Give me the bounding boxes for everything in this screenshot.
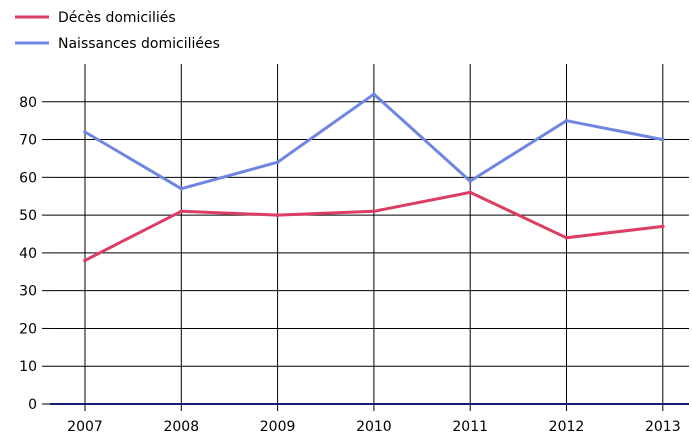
x-tick-label: 2013 xyxy=(645,419,681,435)
y-tick-label: 70 xyxy=(19,133,37,149)
x-tick-label: 2010 xyxy=(356,419,392,435)
legend-label-naissances: Naissances domiciliées xyxy=(58,36,220,52)
grid xyxy=(50,64,689,411)
data-point xyxy=(83,130,87,134)
data-point xyxy=(564,118,569,123)
data-point xyxy=(468,179,473,183)
x-tick-label: 2007 xyxy=(67,419,103,435)
data-point xyxy=(179,186,184,191)
legend: Décès domiciliés Naissances domiciliées xyxy=(15,10,220,52)
data-point xyxy=(372,209,376,214)
data-point xyxy=(661,224,665,229)
data-point xyxy=(275,160,280,165)
y-tick-label: 30 xyxy=(19,284,37,300)
x-tick-label: 2012 xyxy=(549,419,585,435)
x-tick-label: 2008 xyxy=(163,419,199,435)
y-axis: 0 10 20 30 40 50 60 70 80 xyxy=(19,95,50,413)
legend-label-deces: Décès domiciliés xyxy=(58,10,176,26)
data-point xyxy=(468,190,473,195)
y-tick-label: 20 xyxy=(19,321,37,337)
data-point xyxy=(275,213,280,217)
x-axis: 2007 2008 2009 2010 2011 2012 2013 xyxy=(50,403,689,435)
data-point xyxy=(564,235,569,240)
data-point xyxy=(179,209,184,214)
y-tick-label: 60 xyxy=(19,170,37,186)
y-tick-label: 0 xyxy=(28,397,37,413)
data-point xyxy=(661,137,665,142)
series xyxy=(83,92,665,263)
data-point xyxy=(83,258,87,263)
y-tick-label: 50 xyxy=(19,208,37,224)
x-tick-label: 2011 xyxy=(452,419,488,435)
x-tick-label: 2009 xyxy=(260,419,296,435)
y-tick-label: 80 xyxy=(19,95,37,111)
y-tick-label: 40 xyxy=(19,246,37,262)
data-point xyxy=(372,92,376,97)
y-tick-label: 10 xyxy=(19,359,37,375)
